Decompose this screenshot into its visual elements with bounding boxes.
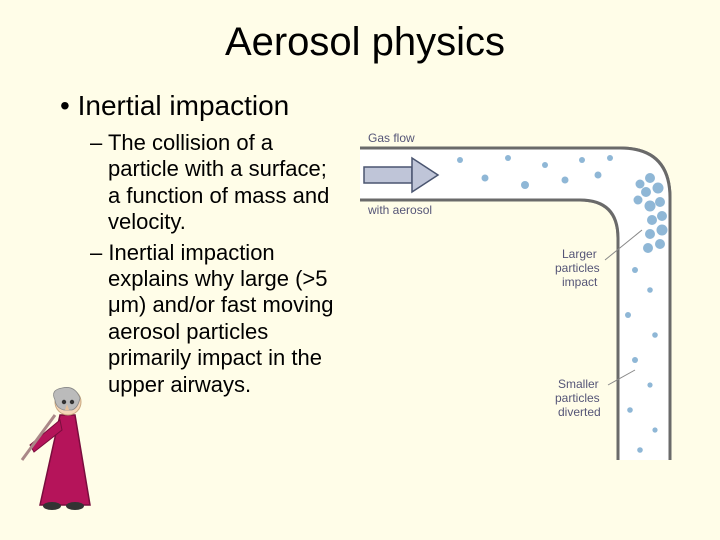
- diagram-column: Gas flow with aerosol Larger particles i…: [350, 130, 680, 475]
- label-larger-3: impact: [562, 275, 598, 289]
- label-larger-1: Larger: [562, 247, 597, 261]
- label-larger-2: particles: [555, 261, 600, 275]
- sub-bullet-1: The collision of a particle with a surfa…: [90, 130, 340, 236]
- sub-bullet-2: Inertial impaction explains why large (>…: [90, 240, 340, 398]
- content-row: The collision of a particle with a surfa…: [50, 130, 680, 475]
- label-gasflow-1: Gas flow: [368, 131, 415, 145]
- page-title: Aerosol physics: [50, 20, 680, 65]
- main-bullet: Inertial impaction: [60, 90, 680, 122]
- slide: Aerosol physics Inertial impaction The c…: [0, 0, 720, 540]
- label-gasflow-2: with aerosol: [367, 203, 432, 217]
- label-smaller-2: particles: [555, 391, 600, 405]
- airway-diagram: Gas flow with aerosol Larger particles i…: [350, 130, 680, 470]
- wizard-icon: [20, 360, 110, 510]
- label-smaller-3: diverted: [558, 405, 601, 419]
- label-smaller-1: Smaller: [558, 377, 599, 391]
